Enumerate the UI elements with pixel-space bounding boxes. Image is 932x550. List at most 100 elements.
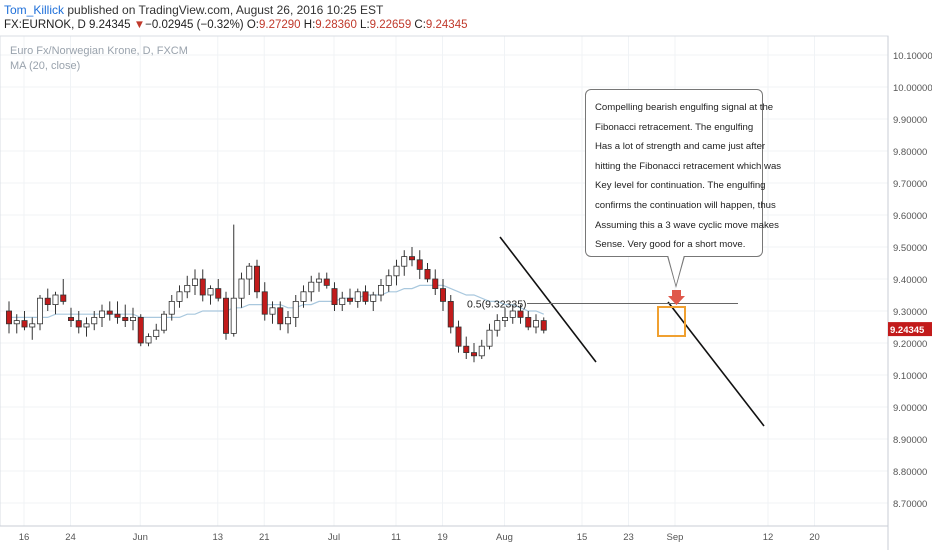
candle: [122, 304, 129, 327]
bull-candle-body: [385, 275, 392, 286]
candle: [215, 279, 222, 302]
bull-candle-body: [153, 329, 160, 338]
bear-candle-body: [106, 310, 113, 315]
bull-candle-body: [501, 316, 508, 321]
analysis-callout[interactable]: Compelling bearish engulfing signal at t…: [585, 89, 782, 257]
candle: [191, 269, 198, 295]
candle: [238, 272, 245, 308]
candle: [533, 314, 540, 334]
down-triangle-icon: ▼: [133, 19, 146, 31]
bear-candle-body: [439, 288, 446, 302]
bull-candle-body: [37, 297, 44, 325]
bull-candle-body: [269, 307, 276, 315]
price-tick-label: 9.20000: [893, 339, 927, 350]
price-tick-label: 9.00000: [893, 403, 927, 414]
callout-line: hitting the Fibonacci retracement which …: [595, 160, 782, 172]
price-tick-label: 10.00000: [893, 83, 932, 94]
candle: [261, 282, 268, 321]
price-badge: [888, 322, 932, 337]
callout-line: confirms the continuation will happen, t…: [595, 199, 776, 211]
candle: [331, 282, 338, 311]
published-text: published on TradingView.com, August 26,…: [64, 3, 384, 17]
bull-candle-body: [339, 297, 346, 306]
bull-candle-body: [486, 329, 493, 347]
close-label: C:: [414, 19, 426, 31]
bear-candle-body: [424, 268, 431, 280]
bear-candle-body: [21, 320, 28, 328]
time-tick-label: Jul: [328, 532, 340, 543]
price-tick-label: 9.70000: [893, 179, 927, 190]
candle: [447, 295, 454, 334]
bull-candle-body: [145, 336, 152, 344]
bull-candle-body: [478, 345, 485, 357]
bull-candle-body: [401, 256, 408, 267]
time-tick-label: 24: [65, 532, 76, 543]
callout-line: Assuming this a 3 wave cyclic move makes: [595, 219, 779, 231]
bear-candle-body: [68, 316, 75, 321]
bull-candle-body: [91, 316, 98, 325]
price-tick-label: 9.30000: [893, 307, 927, 318]
ohlc-line: FX:EURNOK, D 9.24345 ▼−0.02945 (−0.32%) …: [4, 19, 468, 31]
time-tick-label: 20: [809, 532, 820, 543]
bull-candle-body: [494, 320, 501, 331]
candle: [540, 317, 547, 334]
candle: [439, 279, 446, 311]
candle: [470, 343, 477, 363]
candle: [129, 307, 136, 331]
candle: [509, 304, 516, 324]
callout-line: Compelling bearish engulfing signal at t…: [595, 102, 774, 113]
bull-candle-body: [370, 294, 377, 302]
bull-candle-body: [129, 316, 136, 321]
bear-candle-body: [346, 297, 353, 302]
bull-candle-body: [29, 323, 36, 328]
legend-indicator[interactable]: MA (20, close): [10, 60, 81, 72]
bull-candle-body: [533, 320, 540, 328]
price-badge-text: 9.24345: [890, 325, 925, 336]
candle: [416, 250, 423, 279]
candle: [184, 275, 191, 299]
open-value: 9.27290: [258, 19, 301, 31]
bull-candle-body: [393, 265, 400, 277]
bear-candle-body: [44, 297, 51, 306]
candle: [13, 314, 20, 334]
bull-candle-body: [292, 300, 299, 318]
bull-candle-body: [160, 313, 167, 331]
candle: [207, 285, 214, 305]
time-tick-label: 13: [212, 532, 223, 543]
legend-title[interactable]: Euro Fx/Norwegian Krone, D, FXCM: [10, 45, 188, 57]
high-label: H:: [303, 19, 316, 31]
callout-line: Has a lot of strength and came just afte…: [595, 141, 766, 153]
author-link[interactable]: Tom_Killick: [4, 3, 65, 17]
bear-candle-body: [525, 316, 532, 328]
bear-candle-body: [222, 297, 229, 334]
candle: [83, 317, 90, 337]
bear-candle-body: [408, 256, 415, 261]
price-badge-group: 9.24345: [888, 322, 932, 337]
candle: [277, 301, 284, 331]
candle: [424, 263, 431, 283]
candle: [339, 291, 346, 311]
bear-candle-body: [416, 259, 423, 270]
candle: [525, 311, 532, 331]
time-tick-label: 23: [623, 532, 634, 543]
bear-candle-body: [261, 291, 268, 315]
ma-line: [9, 284, 544, 318]
candle: [222, 291, 229, 340]
candle: [517, 304, 524, 324]
candle: [246, 263, 253, 295]
candle: [300, 285, 307, 308]
candle: [501, 307, 508, 327]
low-label: L:: [360, 19, 370, 31]
price-tick-label: 9.60000: [893, 211, 927, 222]
candle: [362, 285, 369, 305]
time-tick-label: 11: [391, 532, 401, 543]
symbol-label[interactable]: FX:EURNOK, D: [4, 19, 86, 31]
bear-candle-body: [114, 313, 121, 318]
candle: [6, 301, 12, 334]
bull-candle-body: [176, 291, 183, 302]
callout-line: Fibonacci retracement. The engulfing: [595, 121, 754, 133]
candle: [494, 314, 501, 337]
candle: [60, 279, 67, 305]
bear-candle-body: [6, 310, 12, 325]
